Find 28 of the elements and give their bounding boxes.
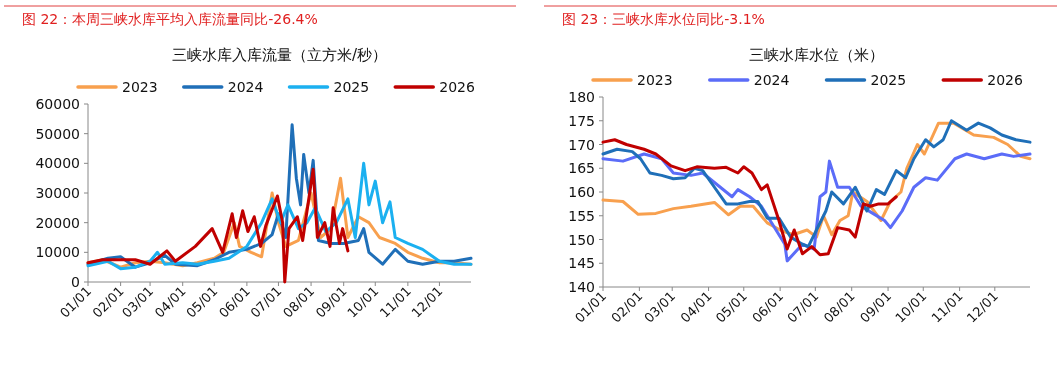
y-tick-label: 165 [568,160,595,177]
y-tick-label: 155 [568,207,595,224]
legend-label: 2023 [122,79,158,95]
chart-subtitle: 三峡水库入库流量（立方米/秒） [171,46,388,64]
y-tick-label: 40000 [35,155,80,172]
y-tick-label: 150 [568,231,595,248]
legend-label: 2024 [227,79,264,95]
y-tick-label: 30000 [35,185,80,201]
legend-label: 2026 [987,72,1023,88]
y-tick-label: 175 [568,112,595,129]
y-tick-label: 0 [71,274,80,290]
y-tick-label: 145 [568,255,595,272]
legend-label: 2025 [333,79,370,95]
chart-title: 图 23：三峡水库水位同比-3.1% [562,11,765,27]
legend-label: 2023 [637,72,673,88]
legend-label: 2024 [753,72,790,88]
legend-label: 2025 [870,72,907,88]
y-tick-label: 140 [568,279,595,295]
y-tick-label: 160 [568,184,595,200]
y-tick-label: 10000 [35,244,80,261]
chart-title: 图 22：本周三峡水库平均入库流量同比-26.4% [22,11,318,27]
y-tick-label: 20000 [35,214,80,231]
legend-label: 2026 [439,79,475,95]
y-tick-label: 180 [568,89,595,105]
y-tick-label: 170 [568,136,595,153]
y-tick-label: 50000 [35,125,80,142]
y-tick-label: 60000 [35,96,80,112]
chart-subtitle: 三峡水库水位（米） [749,46,884,64]
